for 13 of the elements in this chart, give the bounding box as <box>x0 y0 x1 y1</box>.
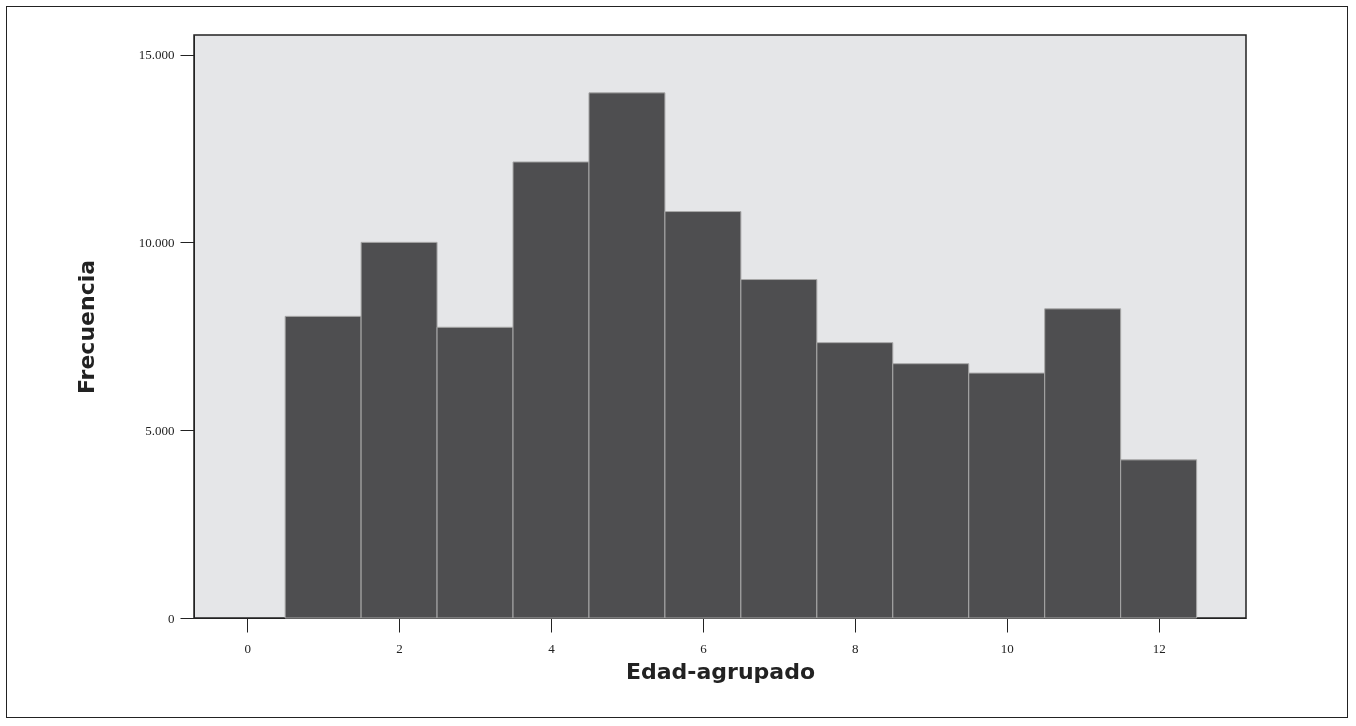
x-tick-label: 6 <box>700 640 708 656</box>
y-axis-title: Frecuencia <box>73 259 99 395</box>
y-tick-label: 0 <box>168 610 175 626</box>
x-tick-label: 0 <box>244 640 251 656</box>
x-tick-label: 2 <box>396 640 403 656</box>
y-tick-label: 15.000 <box>138 47 175 63</box>
x-tick-label: 4 <box>548 640 556 656</box>
y-tick-label: 5.000 <box>145 422 175 438</box>
x-tick-label: 10 <box>1000 640 1014 656</box>
x-axis-title: Edad-agrupado <box>625 658 816 684</box>
x-tick-label: 8 <box>852 640 859 656</box>
y-tick-label: 10.000 <box>138 234 175 250</box>
x-tick-label: 12 <box>1152 640 1166 656</box>
